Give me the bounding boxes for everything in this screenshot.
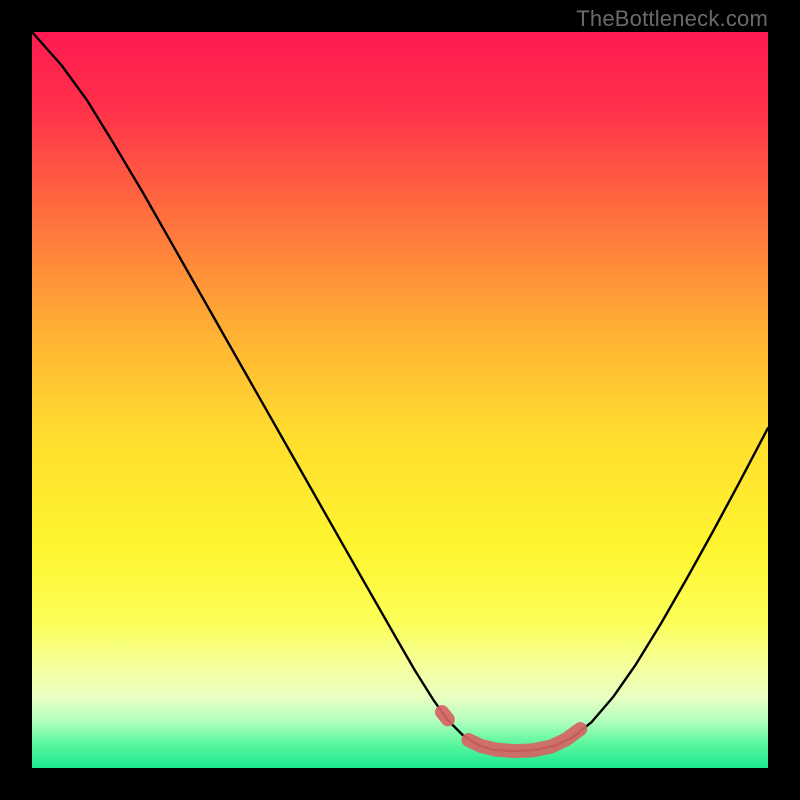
curve-layer <box>32 32 768 768</box>
plot-area <box>32 32 768 768</box>
watermark-text: TheBottleneck.com <box>576 6 768 32</box>
bottleneck-curve <box>32 32 768 751</box>
optimal-range-highlight <box>442 712 580 751</box>
